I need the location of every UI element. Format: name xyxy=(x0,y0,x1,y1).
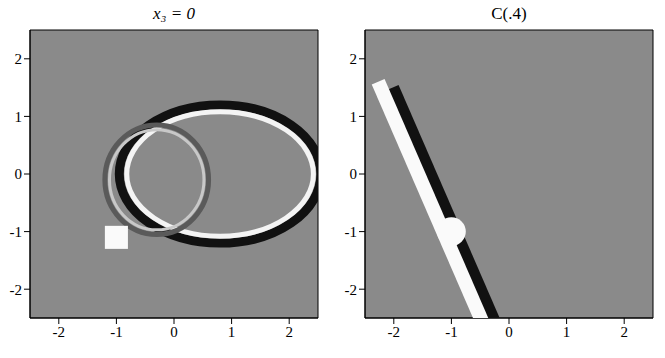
svg-text:2: 2 xyxy=(350,51,358,67)
svg-text:-1: -1 xyxy=(445,324,458,340)
svg-text:-1: -1 xyxy=(10,224,23,240)
svg-text:-2: -2 xyxy=(53,324,66,340)
svg-text:-2: -2 xyxy=(388,324,401,340)
svg-text:-2: -2 xyxy=(345,282,358,298)
svg-text:1: 1 xyxy=(350,109,358,125)
svg-text:-1: -1 xyxy=(110,324,123,340)
svg-text:1: 1 xyxy=(15,109,23,125)
html-text:C(.4): C(.4) xyxy=(491,4,527,23)
svg-text:0: 0 xyxy=(505,324,513,340)
svg-text:2: 2 xyxy=(620,324,628,340)
svg-text:-2: -2 xyxy=(10,282,23,298)
svg-text:-1: -1 xyxy=(345,224,358,240)
html-text:x₃ = 0: x₃ = 0 xyxy=(153,4,195,23)
svg-text:2: 2 xyxy=(15,51,23,67)
svg-text:1: 1 xyxy=(563,324,571,340)
svg-text:2: 2 xyxy=(285,324,293,340)
svg-text:0: 0 xyxy=(170,324,178,340)
svg-text:0: 0 xyxy=(15,166,23,182)
svg-text:1: 1 xyxy=(228,324,236,340)
svg-text:0: 0 xyxy=(350,166,358,182)
